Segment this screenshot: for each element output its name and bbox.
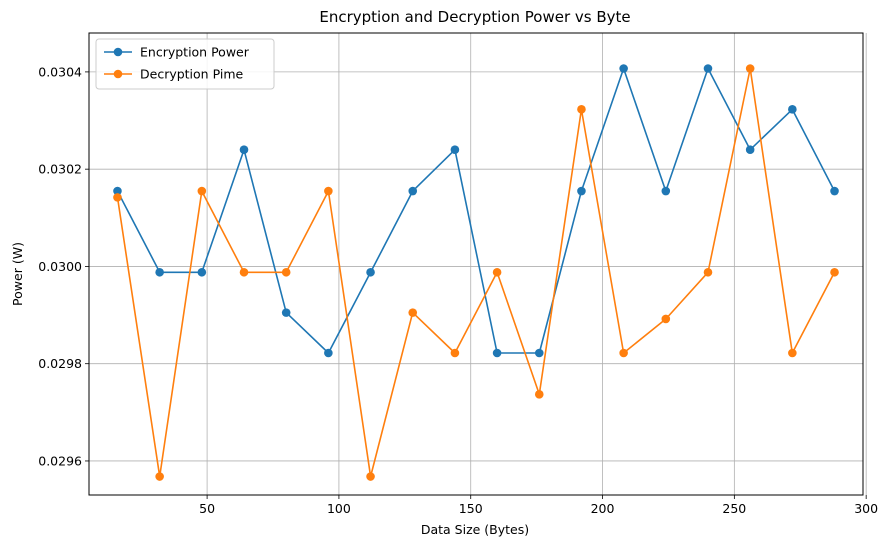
data-point [534, 348, 544, 358]
data-point [703, 267, 713, 277]
data-point [239, 145, 249, 155]
legend-label: Decryption Pime [140, 67, 243, 82]
y-tick-label: 0.0296 [38, 453, 82, 468]
y-tick-label: 0.0304 [38, 64, 82, 79]
x-tick-label: 150 [459, 501, 483, 516]
x-tick-label: 200 [591, 501, 615, 516]
data-point [324, 186, 333, 196]
series-0 [113, 64, 839, 358]
data-point [239, 267, 249, 277]
x-tick-label: 250 [722, 501, 746, 516]
data-point [492, 348, 502, 358]
series-line [116, 67, 836, 478]
chart-title: Encryption and Decryption Power vs Byte [319, 8, 630, 26]
series-line [116, 67, 836, 354]
data-point [113, 193, 122, 202]
data-point [661, 314, 671, 324]
data-point [366, 472, 375, 481]
legend-item: Encryption Power [104, 45, 250, 60]
y-tick-label: 0.0300 [38, 259, 82, 274]
data-point [830, 267, 839, 277]
legend-box [95, 38, 275, 90]
y-axis-label: Power (W) [10, 242, 25, 306]
data-point [155, 472, 164, 481]
legend: Encryption Power Decryption Pime [95, 38, 275, 90]
legend-marker [113, 47, 123, 57]
data-point [492, 267, 502, 277]
data-point [197, 267, 207, 277]
data-point [788, 105, 797, 114]
data-point [408, 308, 418, 317]
data-point [450, 348, 460, 358]
legend-item: Decryption Pime [104, 67, 243, 82]
data-point [534, 390, 544, 399]
x-tick-label: 300 [854, 501, 878, 516]
plot-area-frame [88, 32, 864, 496]
y-tick-label: 0.0298 [38, 356, 82, 371]
data-point [619, 348, 628, 358]
data-point [830, 186, 839, 196]
y-tick-label: 0.0302 [38, 162, 82, 177]
data-point [281, 267, 291, 277]
data-point [197, 186, 207, 196]
data-point [281, 308, 291, 317]
data-point [619, 64, 628, 73]
data-point [745, 145, 755, 155]
data-point [745, 64, 755, 73]
data-point [408, 186, 418, 196]
series-1 [113, 64, 839, 481]
data-point [450, 145, 460, 155]
ticks: 50 100 150 200 250 300 0.0296 0.0298 0.0300 0.030… [38, 64, 878, 516]
data-point [155, 267, 164, 277]
data-point [788, 348, 797, 358]
x-tick-label: 50 [199, 501, 215, 516]
x-axis-label: Data Size (Bytes) [421, 522, 529, 537]
grid [89, 33, 867, 495]
data-point [577, 186, 586, 196]
data-point [577, 105, 586, 114]
x-tick-label: 100 [327, 501, 351, 516]
data-point [113, 186, 122, 196]
legend-label: Encryption Power [140, 45, 250, 60]
data-point [324, 348, 333, 358]
data-point [661, 186, 671, 196]
data-point [703, 64, 713, 73]
legend-marker [113, 69, 123, 79]
series-layer [113, 64, 839, 481]
data-point [366, 267, 375, 277]
